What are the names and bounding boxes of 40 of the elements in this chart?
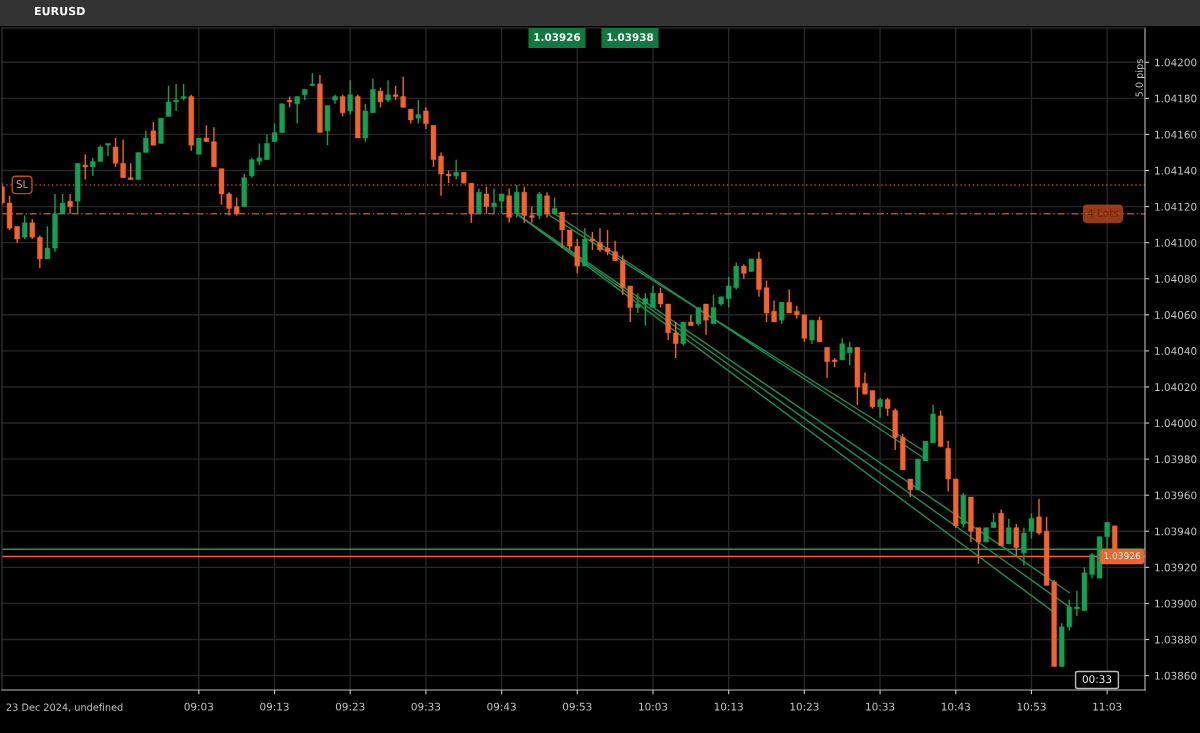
x-tick-label: 09:03	[184, 702, 213, 711]
x-tick-label: 10:03	[639, 702, 668, 711]
annotation: 5.0 pips	[1135, 59, 1145, 97]
text: 23 Dec 2024, undefined	[6, 703, 123, 712]
y-tick-label: 1.03980	[1155, 455, 1197, 464]
x-tick-label: 09:53	[562, 702, 592, 711]
y-tick-label: 1.04020	[1155, 383, 1197, 392]
x-tick-label: 10:13	[714, 702, 743, 711]
y-tick-label: 1.03940	[1155, 527, 1197, 536]
x-tick-label: 10:23	[790, 702, 819, 711]
x-tick-label: 10:33	[866, 702, 895, 711]
y-tick-label: 1.04120	[1155, 202, 1197, 211]
y-tick-label: 1.04000	[1155, 419, 1197, 428]
y-tick-label: 1.04160	[1155, 130, 1197, 139]
y-tick-label: 1.04180	[1155, 94, 1197, 103]
x-tick-label: 11:03	[1093, 702, 1122, 711]
ref-line-label: SL	[16, 180, 29, 188]
y-tick-label: 1.04100	[1155, 238, 1197, 247]
y-tick-label: 1.03860	[1155, 671, 1197, 680]
text: EURUSD	[35, 6, 85, 16]
annotation: 1.03926	[534, 33, 581, 42]
x-tick-label: 10:53	[1017, 702, 1046, 711]
annotation: 00:33	[1082, 675, 1112, 684]
x-tick-label: 10:43	[941, 702, 970, 711]
y-tick-label: 1.04080	[1155, 274, 1197, 283]
y-tick-label: 1.03920	[1155, 563, 1197, 572]
y-tick-label: 1.04140	[1155, 166, 1197, 175]
y-tick-label: 1.03880	[1155, 635, 1197, 644]
y-tick-label: 1.04060	[1155, 311, 1197, 319]
annotation: 1.03938	[607, 33, 654, 42]
x-tick-label: 09:33	[411, 702, 441, 711]
y-tick-label: 1.04040	[1155, 347, 1197, 355]
y-tick-label: 1.03900	[1155, 599, 1197, 608]
x-tick-label: 09:43	[487, 702, 516, 711]
ref-line-label: 1.03926	[1104, 552, 1141, 560]
y-tick-label: 1.03960	[1155, 491, 1197, 500]
x-tick-label: 09:23	[335, 702, 365, 711]
y-tick-label: 1.04200	[1155, 58, 1197, 67]
ref-line-label: 4 Lots	[1087, 209, 1119, 217]
x-tick-label: 09:13	[260, 702, 289, 711]
